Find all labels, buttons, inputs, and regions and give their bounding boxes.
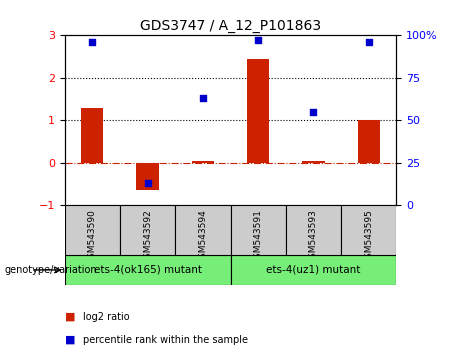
Bar [341, 205, 396, 255]
Bar [230, 205, 286, 255]
Bar [65, 255, 230, 285]
Text: ets-4(ok165) mutant: ets-4(ok165) mutant [94, 265, 201, 275]
Point [144, 181, 151, 186]
Bar [175, 205, 230, 255]
Bar [358, 120, 380, 163]
Point [365, 39, 372, 45]
Bar [247, 59, 269, 163]
Text: ■: ■ [65, 335, 75, 345]
Point [310, 109, 317, 115]
Point [254, 38, 262, 43]
Text: ets-4(uz1) mutant: ets-4(uz1) mutant [266, 265, 361, 275]
Bar [81, 108, 103, 163]
Bar [65, 205, 120, 255]
Bar [230, 255, 396, 285]
Bar [120, 205, 175, 255]
Text: GSM543593: GSM543593 [309, 209, 318, 264]
Text: GSM543592: GSM543592 [143, 209, 152, 264]
Point [89, 39, 96, 45]
Text: GSM543595: GSM543595 [364, 209, 373, 264]
Text: percentile rank within the sample: percentile rank within the sample [83, 335, 248, 345]
Bar [302, 161, 325, 163]
Bar [136, 163, 159, 190]
Title: GDS3747 / A_12_P101863: GDS3747 / A_12_P101863 [140, 19, 321, 33]
Text: GSM543591: GSM543591 [254, 209, 263, 264]
Text: log2 ratio: log2 ratio [83, 312, 130, 322]
Text: GSM543594: GSM543594 [198, 209, 207, 264]
Bar [286, 205, 341, 255]
Text: GSM543590: GSM543590 [88, 209, 97, 264]
Bar [192, 161, 214, 163]
Text: genotype/variation: genotype/variation [5, 265, 97, 275]
Point [199, 96, 207, 101]
Text: ■: ■ [65, 312, 75, 322]
